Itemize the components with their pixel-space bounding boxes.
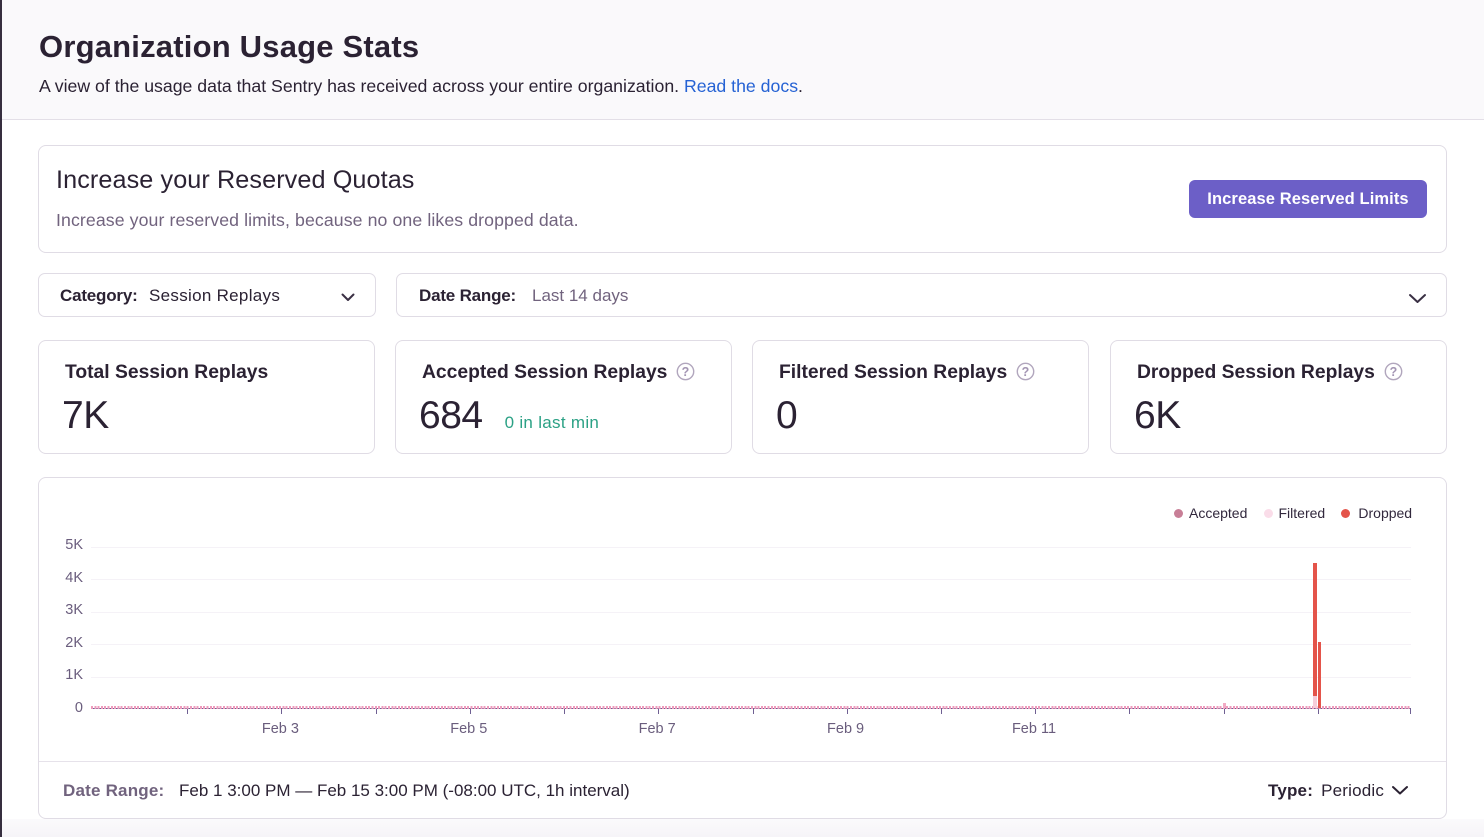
svg-text:?: ? (682, 365, 690, 379)
svg-text:?: ? (1390, 365, 1398, 379)
svg-text:?: ? (1022, 365, 1030, 379)
